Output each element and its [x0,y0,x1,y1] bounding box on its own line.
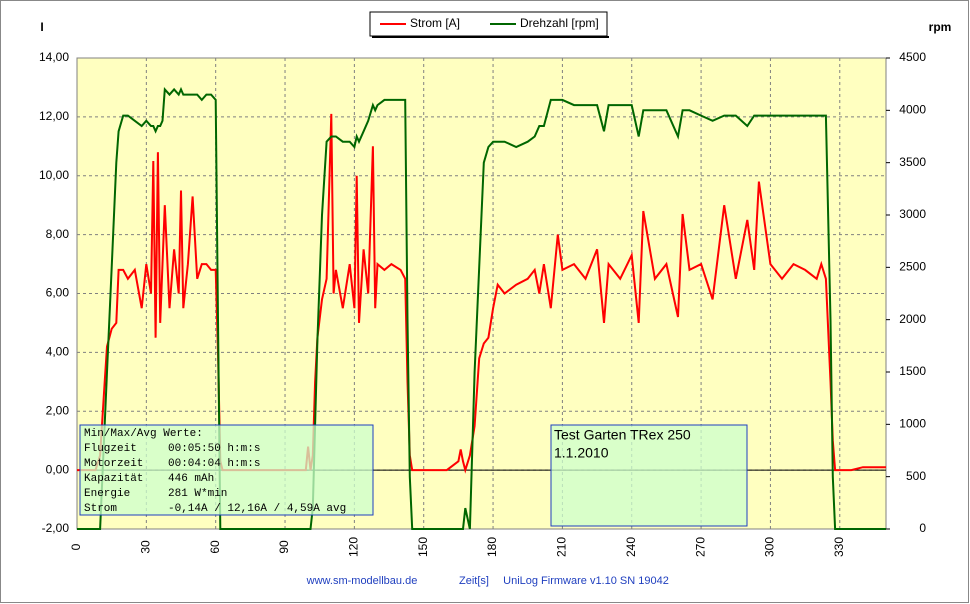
stats-title: Min/Max/Avg Werte: [84,428,203,440]
legend-label: Drehzahl [rpm] [520,16,599,30]
x-tick-label: 240 [624,537,638,557]
y-tick-label: 0,00 [46,462,70,476]
y-tick-label: 4,00 [46,345,70,359]
x-tick-label: 330 [832,537,846,557]
x-tick-label: 300 [763,537,777,557]
stats-label: Flugzeit [84,443,137,455]
x-tick-label: 0 [69,543,83,550]
legend-shadow [372,36,609,38]
stats-label: Kapazität [84,473,143,485]
x-tick-label: 90 [277,540,291,554]
y2-tick-label: 1000 [899,417,926,431]
x-tick-label: 30 [139,540,153,554]
y-tick-label: 14,00 [39,50,69,64]
y2-tick-label: 4500 [899,50,926,64]
y-tick-label: 2,00 [46,403,70,417]
y2-tick-label: 4000 [899,103,926,117]
stats-label: Motorzeit [84,458,143,470]
y2-tick-label: 2500 [899,260,926,274]
x-tick-label: 180 [485,537,499,557]
x-tick-label: 210 [555,537,569,557]
y2-tick-label: 0 [919,521,926,535]
x-axis-label: Zeit[s] [459,575,489,587]
annotation-text: 1.1.2010 [554,445,609,461]
y2-axis-label: rpm [929,20,952,34]
stats-value: 446 mAh [168,473,214,485]
y-tick-label: 6,00 [46,286,70,300]
x-tick-label: 270 [693,537,707,557]
y2-tick-label: 1500 [899,364,926,378]
stats-value: 00:04:04 h:m:s [168,458,260,470]
y-tick-label: 12,00 [39,109,69,123]
series-line [77,86,886,530]
firmware: UniLog Firmware v1.10 SN 19042 [503,575,669,587]
y2-tick-label: 3500 [899,155,926,169]
y-tick-label: -2,00 [42,521,70,535]
x-tick-label: 120 [347,537,361,557]
stats-label: Strom [84,503,117,515]
stats-value: 281 W*min [168,488,227,500]
source: www.sm-modellbau.de [306,575,418,587]
y-axis-label: I [40,20,43,34]
stats-label: Energie [84,488,130,500]
annotation-box [550,424,748,527]
x-tick-label: 150 [416,537,430,557]
y-tick-label: 8,00 [46,227,70,241]
y-tick-label: 10,00 [39,168,69,182]
series-line [77,113,886,474]
annotation-text: Test Garten TRex 250 [554,427,691,443]
stats-value: -0,14A / 12,16A / 4,59A avg [168,503,346,515]
stats-value: 00:05:50 h:m:s [168,443,260,455]
stats-box [79,424,374,516]
y2-tick-label: 500 [906,469,926,483]
x-tick-label: 60 [208,540,222,554]
y2-tick-label: 2000 [899,312,926,326]
y2-tick-label: 3000 [899,207,926,221]
legend-label: Strom [A] [410,16,460,30]
